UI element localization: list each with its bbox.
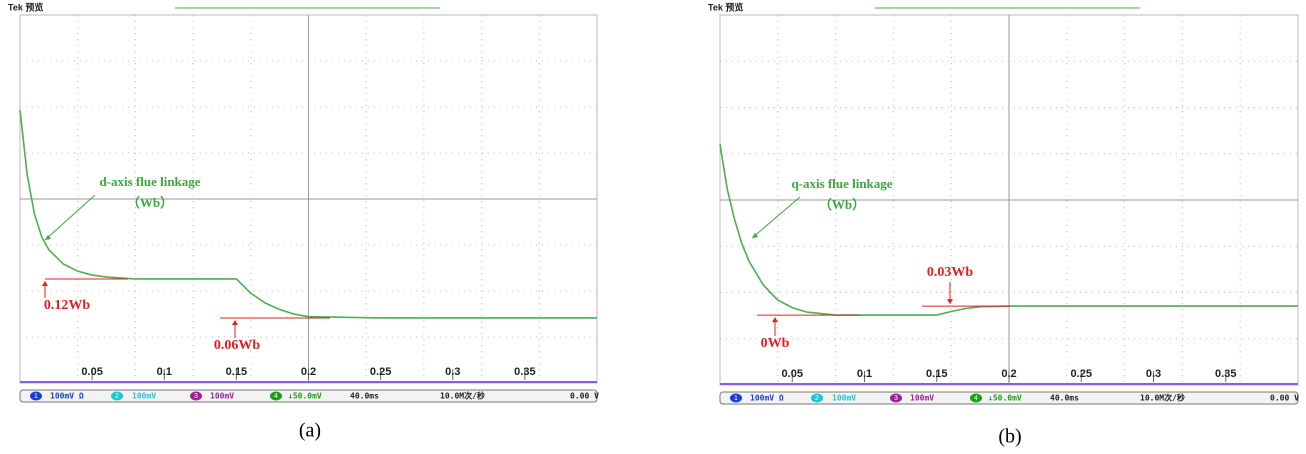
status-text: 0.00 V [570, 392, 599, 401]
x-tick-label: 0.2 [1001, 368, 1016, 380]
status-text: 100mV [210, 392, 234, 401]
channel-number: 2 [115, 393, 119, 400]
channel-number: 3 [194, 393, 198, 400]
x-tick-label: 0.15 [226, 366, 247, 378]
status-text: 100mV Ω [50, 392, 84, 401]
status-text: 40.0ms [350, 392, 379, 401]
channel-number: 3 [894, 395, 898, 402]
x-tick-label: 0.05 [81, 366, 102, 378]
caption: (b) [998, 426, 1021, 448]
annotation: 0Wb [761, 336, 790, 351]
x-tick-label: 0.05 [782, 368, 803, 380]
status-text: 10.0M次/秒 [1140, 393, 1185, 403]
channel-number: 4 [274, 393, 278, 400]
channel-number: 2 [815, 395, 819, 402]
annotation: q-axis flue linkage [791, 176, 892, 191]
channel-number: 1 [734, 395, 738, 402]
x-tick-label: 0.15 [926, 368, 947, 380]
caption: (a) [299, 420, 321, 442]
status-text: 100mV [132, 392, 156, 401]
status-text: 10.0M次/秒 [440, 391, 485, 401]
x-tick-label: 0.35 [1215, 368, 1236, 380]
status-text: 40.0ms [1050, 394, 1079, 403]
annotation: d-axis flue linkage [99, 174, 200, 189]
status-text: 100mV [910, 394, 934, 403]
channel-number: 4 [974, 395, 978, 402]
header: Tek 预览 [708, 1, 743, 12]
x-tick-label: 0.2 [301, 366, 316, 378]
status-text: 0.00 V [1270, 394, 1299, 403]
status-text: 100mV [832, 394, 856, 403]
x-tick-label: 0.3 [445, 366, 460, 378]
annotation: （Wb） [819, 197, 865, 212]
status-text: ↓50.0mV [288, 392, 322, 401]
annotation: 0.06Wb [214, 338, 261, 353]
annotation: 0.03Wb [927, 265, 974, 280]
annotation: （Wb） [127, 195, 173, 210]
x-tick-label: 0.3 [1146, 368, 1161, 380]
x-tick-label: 0.1 [857, 368, 872, 380]
annotation: 0.12Wb [44, 298, 91, 313]
x-tick-label: 0.25 [370, 366, 391, 378]
status-text: ↓50.0mV [988, 394, 1022, 403]
x-tick-label: 0.35 [514, 366, 535, 378]
status-text: 100mV Ω [750, 394, 784, 403]
figure: Tek 预览 0.05 0.1 0.15 0.2 0.25 0.3 0.35 d-axis fl… [0, 0, 1306, 454]
x-tick-label: 0.1 [157, 366, 172, 378]
header: Tek 预览 [8, 1, 43, 12]
x-tick-label: 0.25 [1071, 368, 1092, 380]
channel-number: 1 [34, 393, 38, 400]
